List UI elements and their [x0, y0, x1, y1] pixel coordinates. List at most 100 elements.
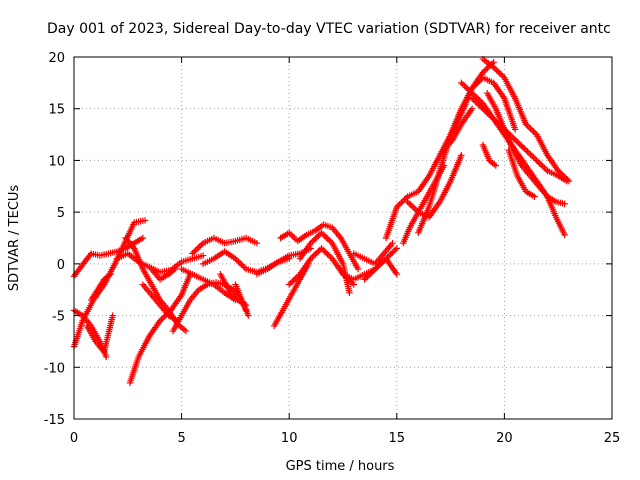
- data-point: [315, 232, 322, 239]
- data-point: [195, 244, 202, 251]
- y-tick-label: 0: [57, 258, 65, 273]
- data-point: [312, 251, 319, 258]
- data-point: [312, 235, 319, 242]
- data-point: [393, 245, 400, 252]
- data-point: [482, 66, 490, 73]
- x-tick-label: 20: [496, 431, 513, 446]
- data-point: [324, 235, 331, 242]
- x-tick-label: 25: [604, 431, 621, 446]
- data-point: [468, 105, 476, 112]
- data-point: [322, 249, 330, 256]
- data-point: [522, 146, 530, 154]
- data-point: [324, 251, 331, 258]
- data-point: [561, 200, 568, 208]
- data-point: [325, 237, 333, 244]
- data-point: [310, 237, 317, 244]
- data-point: [495, 68, 502, 75]
- data-point: [245, 312, 252, 319]
- data-point: [405, 200, 413, 207]
- data-point: [521, 145, 528, 152]
- data-point: [109, 312, 116, 319]
- y-tick-label: 10: [48, 154, 65, 169]
- data-point: [354, 265, 362, 273]
- data-point: [287, 279, 294, 287]
- data-point: [525, 123, 533, 131]
- data-point: [538, 161, 545, 169]
- data-point: [253, 239, 261, 247]
- data-point: [107, 271, 114, 278]
- x-tick-label: 0: [70, 431, 78, 446]
- data-point: [318, 229, 325, 237]
- data-point: [561, 231, 568, 239]
- data-point: [410, 204, 417, 211]
- data-point: [398, 199, 405, 206]
- data-point: [192, 247, 199, 254]
- data-point: [290, 276, 298, 284]
- data-point: [513, 138, 520, 145]
- data-point: [239, 262, 247, 270]
- data-point: [103, 353, 110, 361]
- data-point: [408, 203, 416, 210]
- data-point: [491, 65, 499, 73]
- data-point: [389, 239, 396, 247]
- data-point: [458, 79, 465, 87]
- x-tick-label: 15: [389, 431, 406, 446]
- data-point: [313, 249, 321, 256]
- data-point: [289, 278, 296, 285]
- data-point: [493, 67, 500, 74]
- data-point: [461, 82, 468, 90]
- data-point: [541, 164, 548, 172]
- data-point: [313, 234, 321, 241]
- y-tick-label: 20: [48, 51, 65, 66]
- data-point: [393, 271, 400, 278]
- data-point: [535, 158, 542, 166]
- data-point: [321, 248, 328, 255]
- grid: [74, 57, 612, 419]
- data-point: [196, 242, 204, 250]
- data-point: [399, 197, 407, 205]
- data-point: [528, 152, 536, 160]
- y-tick-label: 15: [48, 103, 65, 118]
- data-point: [325, 252, 333, 259]
- data-point: [346, 289, 353, 297]
- x-tick-label: 10: [281, 431, 298, 446]
- data-point: [516, 140, 523, 148]
- data-point: [315, 248, 322, 255]
- data-point: [536, 160, 543, 167]
- data-point: [492, 162, 499, 169]
- x-tick-label: 5: [177, 431, 185, 446]
- data-point: [527, 125, 534, 132]
- data-point: [458, 152, 465, 159]
- data-point: [319, 231, 327, 238]
- data-point: [515, 139, 522, 146]
- axis-ticks: [73, 56, 613, 420]
- data-point: [527, 151, 534, 158]
- data-point: [518, 142, 525, 149]
- data-point: [310, 252, 317, 259]
- data-point: [199, 252, 207, 259]
- y-tick-label: -15: [44, 413, 65, 428]
- data-point: [524, 148, 531, 155]
- data-point: [171, 265, 179, 273]
- data-point: [519, 143, 527, 151]
- data-point: [322, 234, 330, 241]
- data-point: [193, 245, 201, 253]
- data-point: [531, 155, 539, 163]
- data-point: [235, 258, 242, 265]
- data-point: [396, 200, 404, 208]
- data-point: [407, 201, 414, 208]
- data-point: [182, 327, 190, 335]
- data-point: [141, 217, 149, 224]
- data-point: [539, 163, 547, 170]
- y-tick-label: 5: [57, 206, 65, 221]
- y-tick-labels: 20 15 10 5 0 -5 -10 -15: [44, 51, 65, 428]
- x-axis-label: GPS time / hours: [286, 459, 395, 474]
- data-point: [392, 246, 399, 254]
- data-point: [530, 128, 537, 135]
- data-point: [238, 261, 245, 268]
- data-point: [530, 154, 537, 161]
- data-point: [319, 246, 327, 254]
- y-tick-label: -5: [52, 310, 65, 325]
- data-point: [459, 81, 467, 88]
- data-point: [236, 259, 244, 267]
